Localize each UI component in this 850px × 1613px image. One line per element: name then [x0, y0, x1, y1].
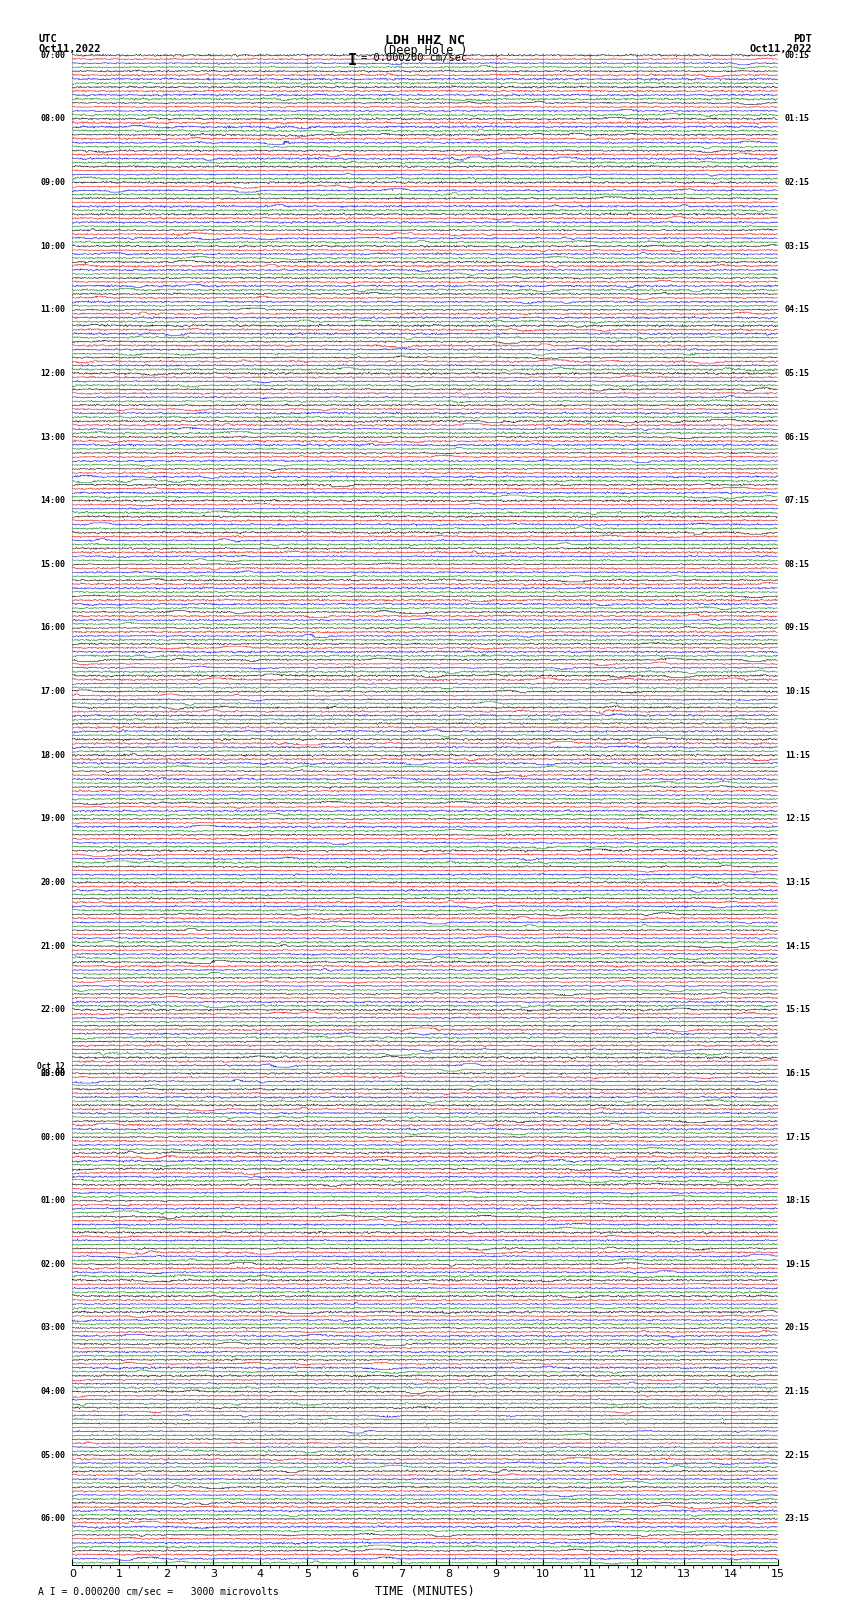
Text: 21:15: 21:15	[785, 1387, 810, 1397]
Text: 01:15: 01:15	[785, 115, 810, 123]
Text: 03:00: 03:00	[40, 1323, 65, 1332]
Text: 23:15: 23:15	[785, 1515, 810, 1523]
Text: (Deep Hole ): (Deep Hole )	[382, 44, 468, 56]
Text: 21:00: 21:00	[40, 942, 65, 950]
Text: 16:15: 16:15	[785, 1069, 810, 1077]
Text: 20:15: 20:15	[785, 1323, 810, 1332]
Text: 02:15: 02:15	[785, 177, 810, 187]
Text: 06:00: 06:00	[40, 1515, 65, 1523]
Text: I: I	[348, 53, 357, 68]
Text: 11:15: 11:15	[785, 750, 810, 760]
Text: 08:15: 08:15	[785, 560, 810, 569]
Text: 18:00: 18:00	[40, 750, 65, 760]
Text: 20:00: 20:00	[40, 877, 65, 887]
Text: 18:15: 18:15	[785, 1197, 810, 1205]
Text: 04:00: 04:00	[40, 1387, 65, 1397]
Text: 22:15: 22:15	[785, 1450, 810, 1460]
Text: 13:00: 13:00	[40, 432, 65, 442]
Text: 00:15: 00:15	[785, 50, 810, 60]
Text: UTC: UTC	[38, 34, 57, 44]
Text: A I = 0.000200 cm/sec =   3000 microvolts: A I = 0.000200 cm/sec = 3000 microvolts	[38, 1587, 279, 1597]
Text: 17:00: 17:00	[40, 687, 65, 697]
Text: 08:00: 08:00	[40, 115, 65, 123]
Text: 13:15: 13:15	[785, 877, 810, 887]
Text: 05:15: 05:15	[785, 369, 810, 377]
Text: 06:15: 06:15	[785, 432, 810, 442]
Text: 11:00: 11:00	[40, 305, 65, 315]
Text: 01:00: 01:00	[40, 1197, 65, 1205]
Text: 15:00: 15:00	[40, 560, 65, 569]
Text: 04:15: 04:15	[785, 305, 810, 315]
Text: 07:00: 07:00	[40, 50, 65, 60]
X-axis label: TIME (MINUTES): TIME (MINUTES)	[375, 1586, 475, 1598]
Text: 19:00: 19:00	[40, 815, 65, 823]
Text: = 0.000200 cm/sec: = 0.000200 cm/sec	[361, 53, 468, 63]
Text: Oct 12: Oct 12	[37, 1061, 65, 1071]
Text: 19:15: 19:15	[785, 1260, 810, 1269]
Text: 00:00: 00:00	[40, 1132, 65, 1142]
Text: 16:00: 16:00	[40, 624, 65, 632]
Text: 15:15: 15:15	[785, 1005, 810, 1015]
Text: Oct11,2022: Oct11,2022	[38, 44, 101, 53]
Text: 10:00: 10:00	[40, 242, 65, 250]
Text: 23:00: 23:00	[40, 1069, 65, 1077]
Text: LDH HHZ NC: LDH HHZ NC	[385, 34, 465, 47]
Text: 10:15: 10:15	[785, 687, 810, 697]
Text: 05:00: 05:00	[40, 1450, 65, 1460]
Text: PDT: PDT	[793, 34, 812, 44]
Text: 09:15: 09:15	[785, 624, 810, 632]
Text: 02:00: 02:00	[40, 1260, 65, 1269]
Text: 12:15: 12:15	[785, 815, 810, 823]
Text: 07:15: 07:15	[785, 497, 810, 505]
Text: 00:00: 00:00	[40, 1069, 65, 1077]
Text: Oct11,2022: Oct11,2022	[749, 44, 812, 53]
Text: 17:15: 17:15	[785, 1132, 810, 1142]
Text: 22:00: 22:00	[40, 1005, 65, 1015]
Text: 12:00: 12:00	[40, 369, 65, 377]
Text: 14:00: 14:00	[40, 497, 65, 505]
Text: 09:00: 09:00	[40, 177, 65, 187]
Text: 14:15: 14:15	[785, 942, 810, 950]
Text: 03:15: 03:15	[785, 242, 810, 250]
